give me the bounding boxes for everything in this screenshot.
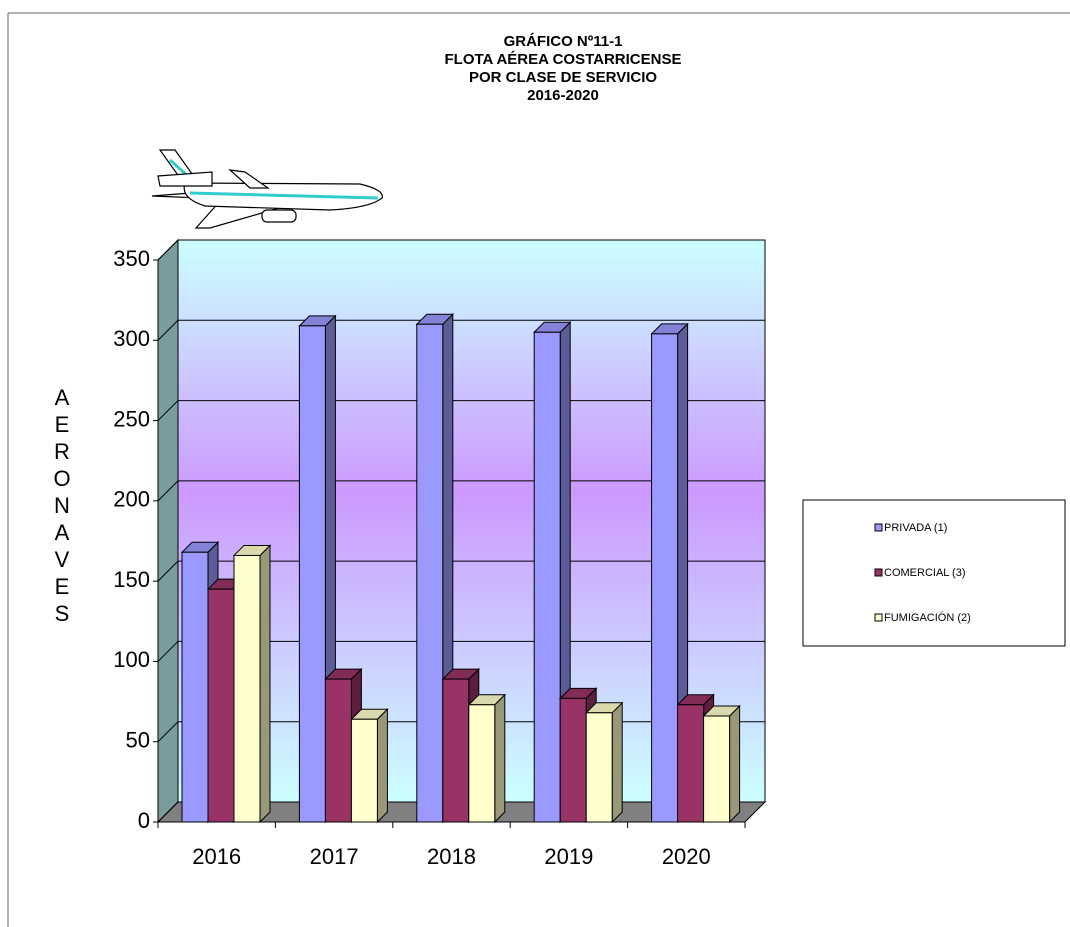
legend-label: FUMIGACIÓN (2) bbox=[884, 611, 971, 624]
grid-line-side bbox=[157, 560, 179, 582]
legend-box bbox=[802, 499, 1066, 647]
x-tick-label: 2018 bbox=[427, 844, 476, 869]
x-tick-label: 2019 bbox=[544, 844, 593, 869]
bar-side bbox=[611, 701, 623, 824]
title-line: GRÁFICO Nº11-1 bbox=[504, 33, 623, 50]
y-tick-label: 250 bbox=[113, 406, 150, 431]
bar bbox=[181, 551, 209, 823]
bar-side bbox=[376, 708, 388, 824]
legend-swatch bbox=[874, 613, 883, 622]
bar-side bbox=[494, 693, 506, 824]
y-tick-label: 100 bbox=[113, 647, 150, 672]
bar bbox=[651, 333, 679, 823]
grid-line-side bbox=[157, 480, 179, 502]
bar-side bbox=[729, 704, 741, 824]
bar bbox=[207, 588, 235, 823]
bar-side bbox=[259, 544, 271, 824]
grid-line-side bbox=[157, 721, 179, 743]
x-tick-label: 2020 bbox=[662, 844, 711, 869]
grid-line-side bbox=[157, 239, 179, 261]
bar bbox=[677, 704, 705, 823]
bar bbox=[559, 697, 587, 823]
bar bbox=[585, 712, 613, 823]
legend: PRIVADA (1) COMERCIAL (3) FUMIGACIÓN (2) bbox=[802, 499, 1066, 647]
y-tick-label: 200 bbox=[113, 487, 150, 512]
bar bbox=[468, 704, 496, 823]
grid-line-side bbox=[157, 641, 179, 662]
x-tick-label: 2017 bbox=[310, 844, 359, 869]
bar bbox=[350, 718, 378, 823]
x-tick-label: 2016 bbox=[192, 844, 241, 869]
bar bbox=[533, 331, 561, 823]
bar bbox=[298, 325, 326, 823]
title: GRÁFICO Nº11-1 FLOTA AÉREA COSTARRICENSE… bbox=[445, 33, 682, 104]
bar bbox=[703, 715, 731, 823]
title-line: POR CLASE DE SERVICIO bbox=[469, 69, 657, 86]
legend-label: COMERCIAL (3) bbox=[884, 567, 966, 579]
y-tick-label: 300 bbox=[113, 326, 150, 351]
title-line: 2016-2020 bbox=[527, 87, 599, 104]
legend-swatch bbox=[874, 523, 883, 532]
y-tick-label: 150 bbox=[113, 567, 150, 592]
bar bbox=[442, 678, 470, 823]
y-tick-label: 50 bbox=[126, 728, 150, 753]
grid-line-side bbox=[157, 400, 179, 421]
legend-label: PRIVADA (1) bbox=[884, 522, 947, 534]
title-line: FLOTA AÉREA COSTARRICENSE bbox=[445, 51, 682, 68]
side-wall bbox=[157, 238, 179, 824]
bar bbox=[416, 323, 444, 823]
airplane-icon bbox=[151, 149, 383, 229]
grid-line-side bbox=[157, 801, 179, 823]
bar bbox=[233, 554, 261, 823]
y-tick-label: 0 bbox=[138, 808, 150, 833]
grid-line-side bbox=[157, 319, 179, 341]
legend-swatch bbox=[874, 568, 883, 577]
y-axis-title: AERONAVES bbox=[53, 385, 71, 626]
bar bbox=[324, 678, 352, 823]
y-tick-label: 350 bbox=[113, 246, 150, 271]
